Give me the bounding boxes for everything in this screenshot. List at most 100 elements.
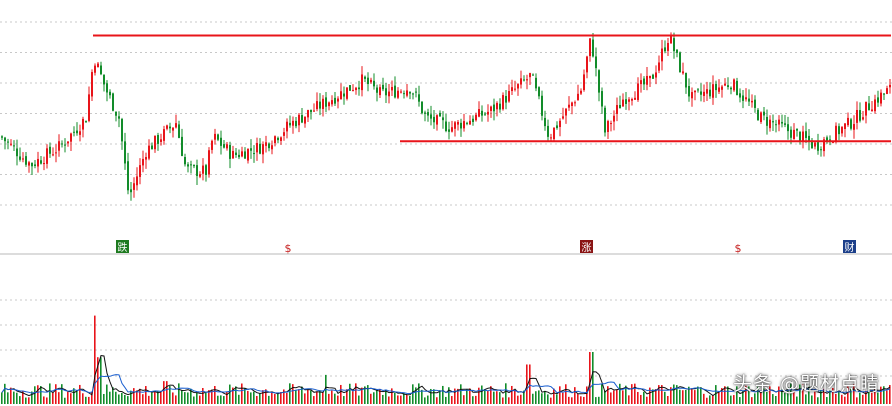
volume-bar xyxy=(220,395,222,404)
volume-bar xyxy=(811,395,813,404)
volume-bar xyxy=(160,391,162,404)
volume-bar xyxy=(790,383,792,404)
candle-body xyxy=(364,76,366,79)
candle-body xyxy=(871,109,873,112)
volume-bar xyxy=(550,397,552,404)
candle-body xyxy=(550,137,552,139)
volume-bar xyxy=(640,394,642,404)
volume-moving-averages xyxy=(1,355,891,397)
candle-body xyxy=(691,92,693,99)
candle-body xyxy=(454,122,456,129)
volume-bar xyxy=(562,392,564,404)
candle-body xyxy=(19,156,21,160)
candle-body xyxy=(664,47,666,52)
volume-bar xyxy=(349,383,351,404)
volume-bar xyxy=(28,397,30,404)
candle-body xyxy=(4,137,6,142)
candle-body xyxy=(493,104,495,112)
volume-bar xyxy=(19,396,21,404)
candle-body xyxy=(268,143,270,149)
candle-body xyxy=(178,124,180,138)
candle-body xyxy=(292,120,294,126)
volume-bar xyxy=(259,393,261,404)
candle-body xyxy=(163,129,165,141)
volume-bar xyxy=(850,388,852,404)
candle-body xyxy=(475,114,477,121)
volume-bar xyxy=(487,390,489,404)
candle-body xyxy=(883,93,885,95)
candle-body xyxy=(298,114,300,126)
volume-bar xyxy=(709,395,711,404)
volume-bar xyxy=(460,384,462,404)
volume-bar xyxy=(883,386,885,404)
volume-bar xyxy=(46,397,48,404)
candle-body xyxy=(427,112,429,116)
volume-bars xyxy=(1,315,891,404)
candle-body xyxy=(373,80,375,87)
volume-bar xyxy=(127,396,129,404)
candle-body xyxy=(460,122,462,129)
candle-body xyxy=(244,151,246,159)
candle-body xyxy=(775,124,777,126)
volume-bar xyxy=(139,388,141,404)
volume-bar xyxy=(601,383,603,404)
volume-bar xyxy=(673,384,675,404)
candle-body xyxy=(121,119,123,142)
volume-bar xyxy=(607,386,609,404)
volume-bar xyxy=(508,397,510,404)
candle-body xyxy=(580,90,582,94)
candle-body xyxy=(670,35,672,44)
candle-body xyxy=(94,65,96,73)
volume-bar xyxy=(691,388,693,404)
candle-body xyxy=(325,97,327,107)
volume-bar xyxy=(628,395,630,404)
candle-body xyxy=(763,111,765,116)
volume-bar xyxy=(706,397,708,404)
candle-body xyxy=(349,85,351,91)
candle-body xyxy=(319,101,321,109)
candle-body xyxy=(802,131,804,142)
candle-body xyxy=(466,122,468,124)
event-marker: 跌 xyxy=(116,240,129,254)
candle-body xyxy=(607,121,609,132)
candle-body xyxy=(199,174,201,177)
candle-body xyxy=(238,154,240,158)
volume-bar xyxy=(82,393,84,404)
candle-body xyxy=(103,74,105,85)
candle-body xyxy=(193,165,195,167)
volume-bar xyxy=(238,394,240,404)
candle-body xyxy=(616,105,618,114)
volume-bar xyxy=(784,392,786,404)
volume-bar xyxy=(112,387,114,404)
candle-body xyxy=(712,84,714,98)
volume-bar xyxy=(583,396,585,404)
volume-bar xyxy=(163,381,165,404)
volume-bar xyxy=(838,391,840,404)
volume-bar xyxy=(670,387,672,404)
candle-body xyxy=(310,109,312,113)
candle-body xyxy=(835,125,837,142)
event-marker: $ xyxy=(285,242,292,255)
volume-bar xyxy=(7,392,9,404)
volume-bar xyxy=(484,389,486,404)
candle-body xyxy=(859,110,861,121)
candle-body xyxy=(208,150,210,175)
volume-bar xyxy=(703,393,705,404)
volume-bar xyxy=(499,392,501,404)
volume-bar xyxy=(559,386,561,404)
candle-body xyxy=(379,87,381,96)
candle-body xyxy=(613,115,615,122)
candle-body xyxy=(568,104,570,108)
volume-bar xyxy=(403,392,405,404)
candle-body xyxy=(637,83,639,100)
candle-body xyxy=(175,123,177,128)
volume-bar xyxy=(436,397,438,404)
candle-body xyxy=(76,130,78,134)
candle-body xyxy=(868,103,870,111)
volume-bar xyxy=(694,390,696,404)
candle-body xyxy=(880,92,882,104)
candle-body xyxy=(337,98,339,102)
volume-bar xyxy=(541,393,543,404)
volume-bar xyxy=(400,395,402,404)
